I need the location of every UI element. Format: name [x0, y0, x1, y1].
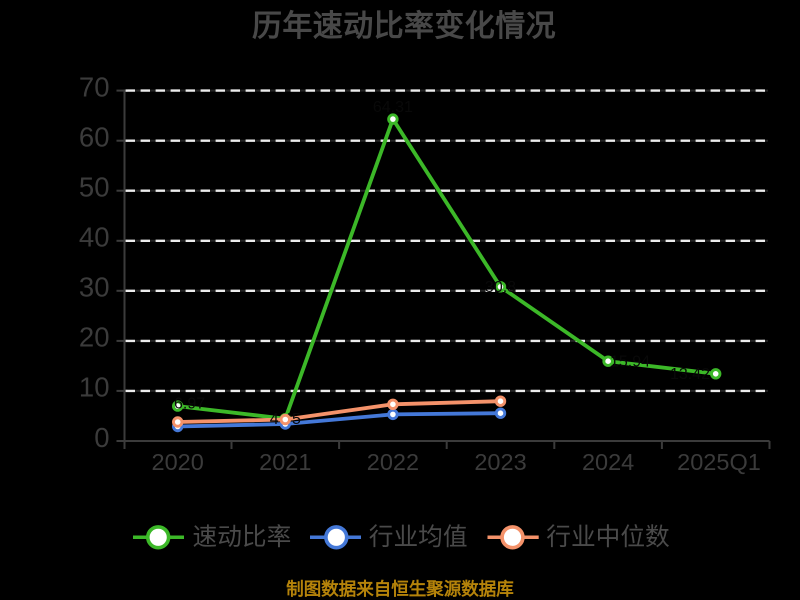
- svg-text:30: 30: [79, 272, 110, 303]
- svg-text:2021: 2021: [259, 449, 311, 475]
- svg-text:0: 0: [94, 422, 109, 453]
- svg-text:2023: 2023: [474, 449, 526, 475]
- svg-text:64.31: 64.31: [373, 99, 413, 116]
- svg-text:50: 50: [79, 172, 110, 203]
- svg-text:行业中位数: 行业中位数: [546, 523, 669, 551]
- svg-text:40: 40: [79, 222, 110, 253]
- svg-text:2020: 2020: [152, 449, 204, 475]
- svg-text:13.42: 13.42: [670, 366, 710, 383]
- svg-text:6.97: 6.97: [174, 396, 205, 413]
- svg-text:10: 10: [79, 372, 110, 403]
- svg-text:2024: 2024: [582, 449, 634, 475]
- svg-text:制图数据来自恒生聚源数据库: 制图数据来自恒生聚源数据库: [286, 579, 514, 599]
- svg-text:30.8: 30.8: [485, 279, 516, 296]
- svg-text:60: 60: [79, 122, 110, 153]
- svg-text:20: 20: [79, 322, 110, 353]
- svg-text:历年速动比率变化情况: 历年速动比率变化情况: [252, 9, 556, 43]
- svg-text:2022: 2022: [367, 449, 419, 475]
- svg-text:15.94: 15.94: [610, 354, 650, 371]
- svg-text:速动比率: 速动比率: [193, 523, 292, 551]
- svg-text:70: 70: [79, 71, 110, 102]
- svg-text:2025Q1: 2025Q1: [677, 449, 761, 475]
- svg-text:行业均值: 行业均值: [369, 523, 468, 551]
